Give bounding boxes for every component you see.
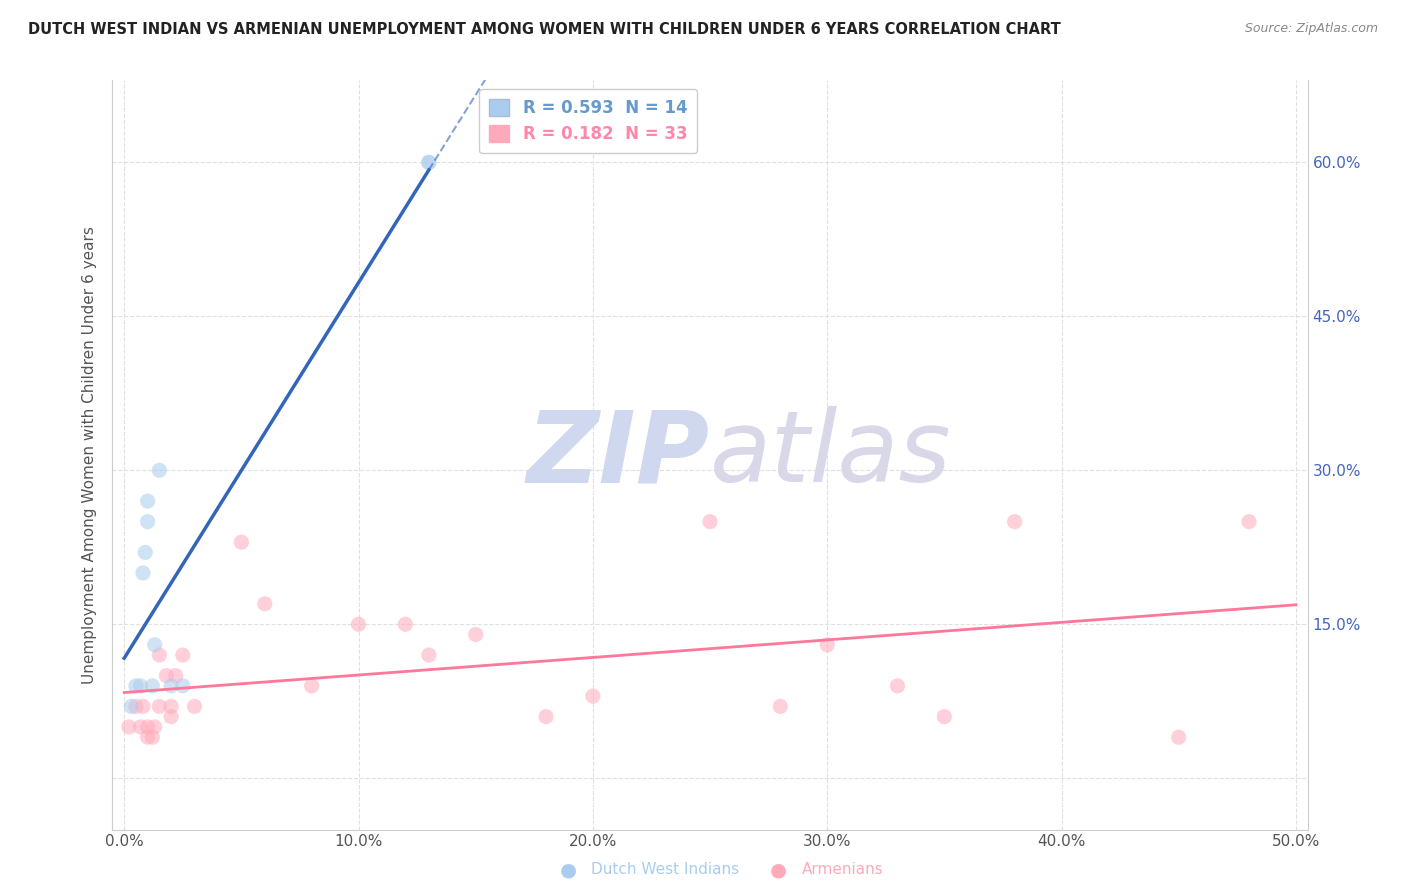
Point <box>165 668 187 682</box>
Point <box>172 679 194 693</box>
Point <box>129 679 152 693</box>
Point <box>183 699 205 714</box>
Point <box>231 535 253 549</box>
Text: Source: ZipAtlas.com: Source: ZipAtlas.com <box>1244 22 1378 36</box>
Point <box>136 515 159 529</box>
Point <box>136 494 159 508</box>
Point <box>148 463 170 477</box>
Text: ●: ● <box>770 860 787 880</box>
Point <box>172 648 194 662</box>
Text: atlas: atlas <box>710 407 952 503</box>
Point <box>136 720 159 734</box>
Point <box>534 709 557 723</box>
Text: ZIP: ZIP <box>527 407 710 503</box>
Point <box>143 720 166 734</box>
Point <box>1167 730 1189 744</box>
Point <box>160 679 183 693</box>
Text: ●: ● <box>560 860 576 880</box>
Point <box>160 699 183 714</box>
Y-axis label: Unemployment Among Women with Children Under 6 years: Unemployment Among Women with Children U… <box>82 226 97 684</box>
Point <box>418 155 440 169</box>
Point <box>769 699 792 714</box>
Point <box>253 597 276 611</box>
Point <box>141 679 163 693</box>
Text: Armenians: Armenians <box>801 863 883 877</box>
Point <box>136 730 159 744</box>
Point <box>886 679 908 693</box>
Point <box>132 699 155 714</box>
Point <box>1004 515 1026 529</box>
Point <box>129 720 152 734</box>
Point <box>125 699 148 714</box>
Point <box>125 679 148 693</box>
Point <box>155 668 177 682</box>
Point <box>301 679 323 693</box>
Point <box>143 638 166 652</box>
Point <box>582 689 605 703</box>
Point <box>148 699 170 714</box>
Point <box>134 545 156 559</box>
Point <box>118 720 141 734</box>
Point <box>699 515 721 529</box>
Legend: R = 0.593  N = 14, R = 0.182  N = 33: R = 0.593 N = 14, R = 0.182 N = 33 <box>479 88 697 153</box>
Point <box>1237 515 1260 529</box>
Point <box>148 648 170 662</box>
Point <box>141 730 163 744</box>
Point <box>464 627 486 641</box>
Point <box>418 155 440 169</box>
Point <box>418 648 440 662</box>
Text: DUTCH WEST INDIAN VS ARMENIAN UNEMPLOYMENT AMONG WOMEN WITH CHILDREN UNDER 6 YEA: DUTCH WEST INDIAN VS ARMENIAN UNEMPLOYME… <box>28 22 1062 37</box>
Text: Dutch West Indians: Dutch West Indians <box>591 863 738 877</box>
Point <box>934 709 956 723</box>
Point <box>132 566 155 580</box>
Point <box>120 699 142 714</box>
Point <box>394 617 416 632</box>
Point <box>815 638 838 652</box>
Point <box>347 617 370 632</box>
Point <box>160 709 183 723</box>
